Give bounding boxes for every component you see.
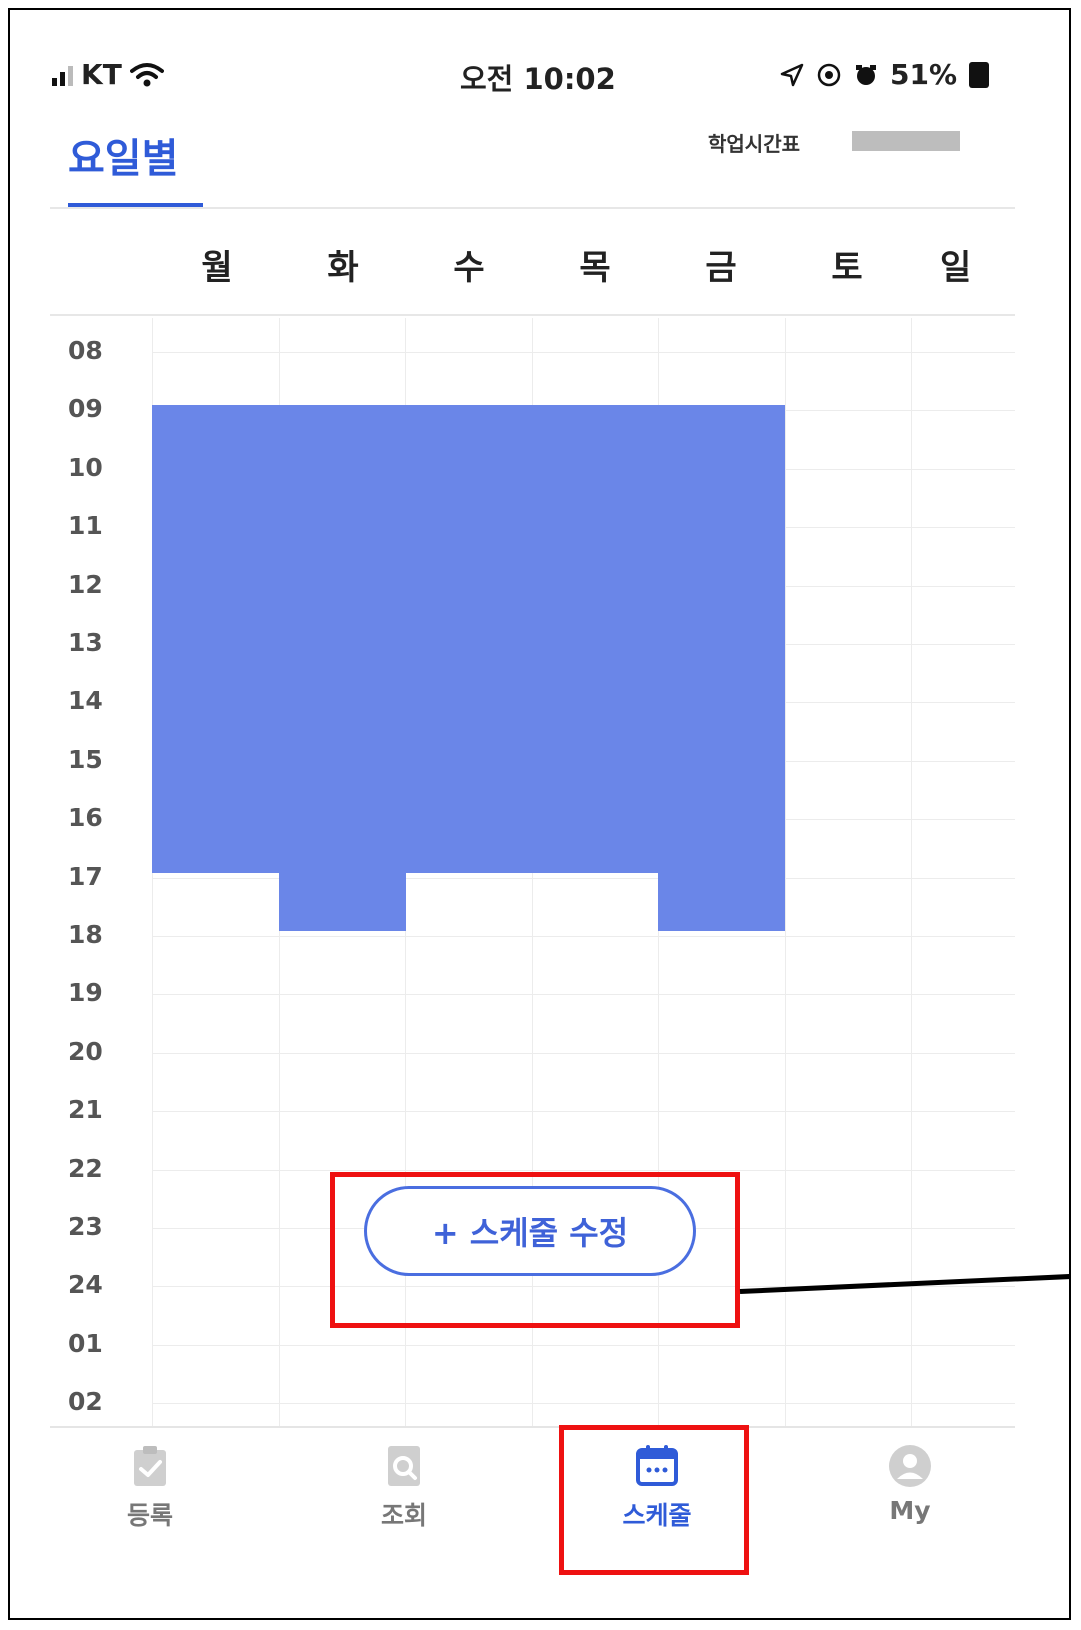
status-right: 51% — [780, 58, 990, 91]
grid-hour-line — [152, 1403, 1015, 1405]
grid-hour-line — [152, 1344, 1015, 1346]
schedule-block[interactable] — [152, 405, 279, 873]
grid-hour-line — [152, 352, 1015, 353]
status-time: 오전 10:02 — [460, 62, 616, 96]
nav-schedule[interactable]: 스케줄 — [597, 1442, 717, 1532]
nav-label: 조회 — [380, 1501, 427, 1530]
nav-register[interactable]: 등록 — [90, 1442, 210, 1532]
grid-hour-line — [152, 1169, 1015, 1171]
grid-hour-line — [152, 1052, 1015, 1054]
carrier-label: KT — [81, 58, 122, 91]
orientation-lock-icon — [817, 63, 841, 86]
calendar-icon — [636, 1445, 678, 1486]
hour-label: 09 — [68, 394, 103, 424]
hour-label: 23 — [68, 1212, 103, 1241]
hour-label: 16 — [68, 803, 103, 833]
tab-redacted-label — [852, 131, 960, 151]
schedule-block[interactable] — [405, 405, 532, 873]
tab-by-day[interactable]: 요일별 — [68, 136, 179, 182]
hour-label: 08 — [68, 336, 103, 365]
grid-day-line — [405, 318, 406, 1428]
hour-label: 13 — [68, 628, 103, 657]
day-label: 화 — [327, 248, 359, 288]
hour-label: 10 — [68, 452, 103, 482]
grid-hour-line — [152, 936, 1015, 937]
nav-label: 등록 — [126, 1501, 173, 1530]
grid-hour-line — [152, 877, 1015, 879]
hour-label: 18 — [68, 920, 103, 949]
tab-divider — [50, 207, 1015, 209]
tab-active-underline — [68, 203, 203, 207]
wifi-icon — [129, 62, 164, 86]
grid-hour-line — [152, 994, 1015, 996]
hour-label: 14 — [68, 686, 103, 716]
schedule-block[interactable] — [658, 405, 785, 931]
annotation-box-schedule-tab — [559, 1425, 749, 1575]
hour-label: 02 — [68, 1387, 103, 1417]
grid-day-line — [152, 318, 153, 1428]
day-label: 목 — [579, 248, 611, 288]
edit-schedule-button[interactable]: + 스케줄 수정 — [364, 1186, 696, 1276]
schedule-block[interactable] — [531, 405, 659, 873]
phone-screen: KT 오전 10:02 — [40, 10, 1015, 1618]
day-header-divider — [50, 314, 1015, 316]
hour-label: 24 — [68, 1270, 103, 1300]
grid-hour-line — [152, 1111, 1015, 1113]
hour-label: 20 — [68, 1036, 103, 1066]
battery-percent: 51% — [890, 58, 958, 91]
screenshot-frame: KT 오전 10:02 — [8, 8, 1071, 1620]
day-header: 월 화 수 목 금 토 일 — [40, 240, 1015, 290]
status-bar: KT 오전 10:02 — [40, 50, 1015, 100]
battery-icon — [969, 61, 990, 88]
location-arrow-icon — [780, 63, 804, 86]
day-label: 금 — [705, 248, 737, 288]
day-label: 일 — [940, 248, 972, 288]
nav-my[interactable]: My — [850, 1442, 970, 1525]
hour-label: 17 — [68, 861, 103, 891]
clipboard-check-icon — [134, 1446, 166, 1486]
bottom-nav-divider — [50, 1426, 1015, 1428]
schedule-block[interactable] — [278, 405, 406, 931]
status-left: KT — [52, 58, 164, 91]
grid-day-line — [911, 318, 912, 1428]
signal-icon — [52, 64, 73, 86]
user-icon — [889, 1445, 931, 1487]
hour-label: 21 — [68, 1095, 103, 1125]
annotation-box-edit-button — [330, 1172, 740, 1328]
day-label: 수 — [453, 248, 485, 288]
nav-label: 스케줄 — [622, 1501, 692, 1530]
alarm-icon — [856, 64, 876, 85]
nav-label: My — [889, 1496, 931, 1525]
hour-label: 01 — [68, 1328, 103, 1358]
hour-label: 15 — [68, 744, 103, 774]
tab-academic-timetable[interactable]: 학업시간표 — [708, 132, 800, 156]
hour-label: 11 — [68, 511, 103, 541]
day-label: 토 — [831, 248, 863, 288]
search-document-icon — [388, 1446, 420, 1486]
grid-day-line — [784, 318, 786, 1428]
grid-day-line — [531, 318, 533, 1428]
hour-label: 19 — [68, 978, 103, 1008]
hour-label: 12 — [68, 569, 103, 599]
day-label: 월 — [201, 248, 233, 288]
hour-label: 22 — [68, 1153, 103, 1183]
grid-hour-line — [152, 1286, 1015, 1288]
nav-search[interactable]: 조회 — [344, 1442, 464, 1532]
